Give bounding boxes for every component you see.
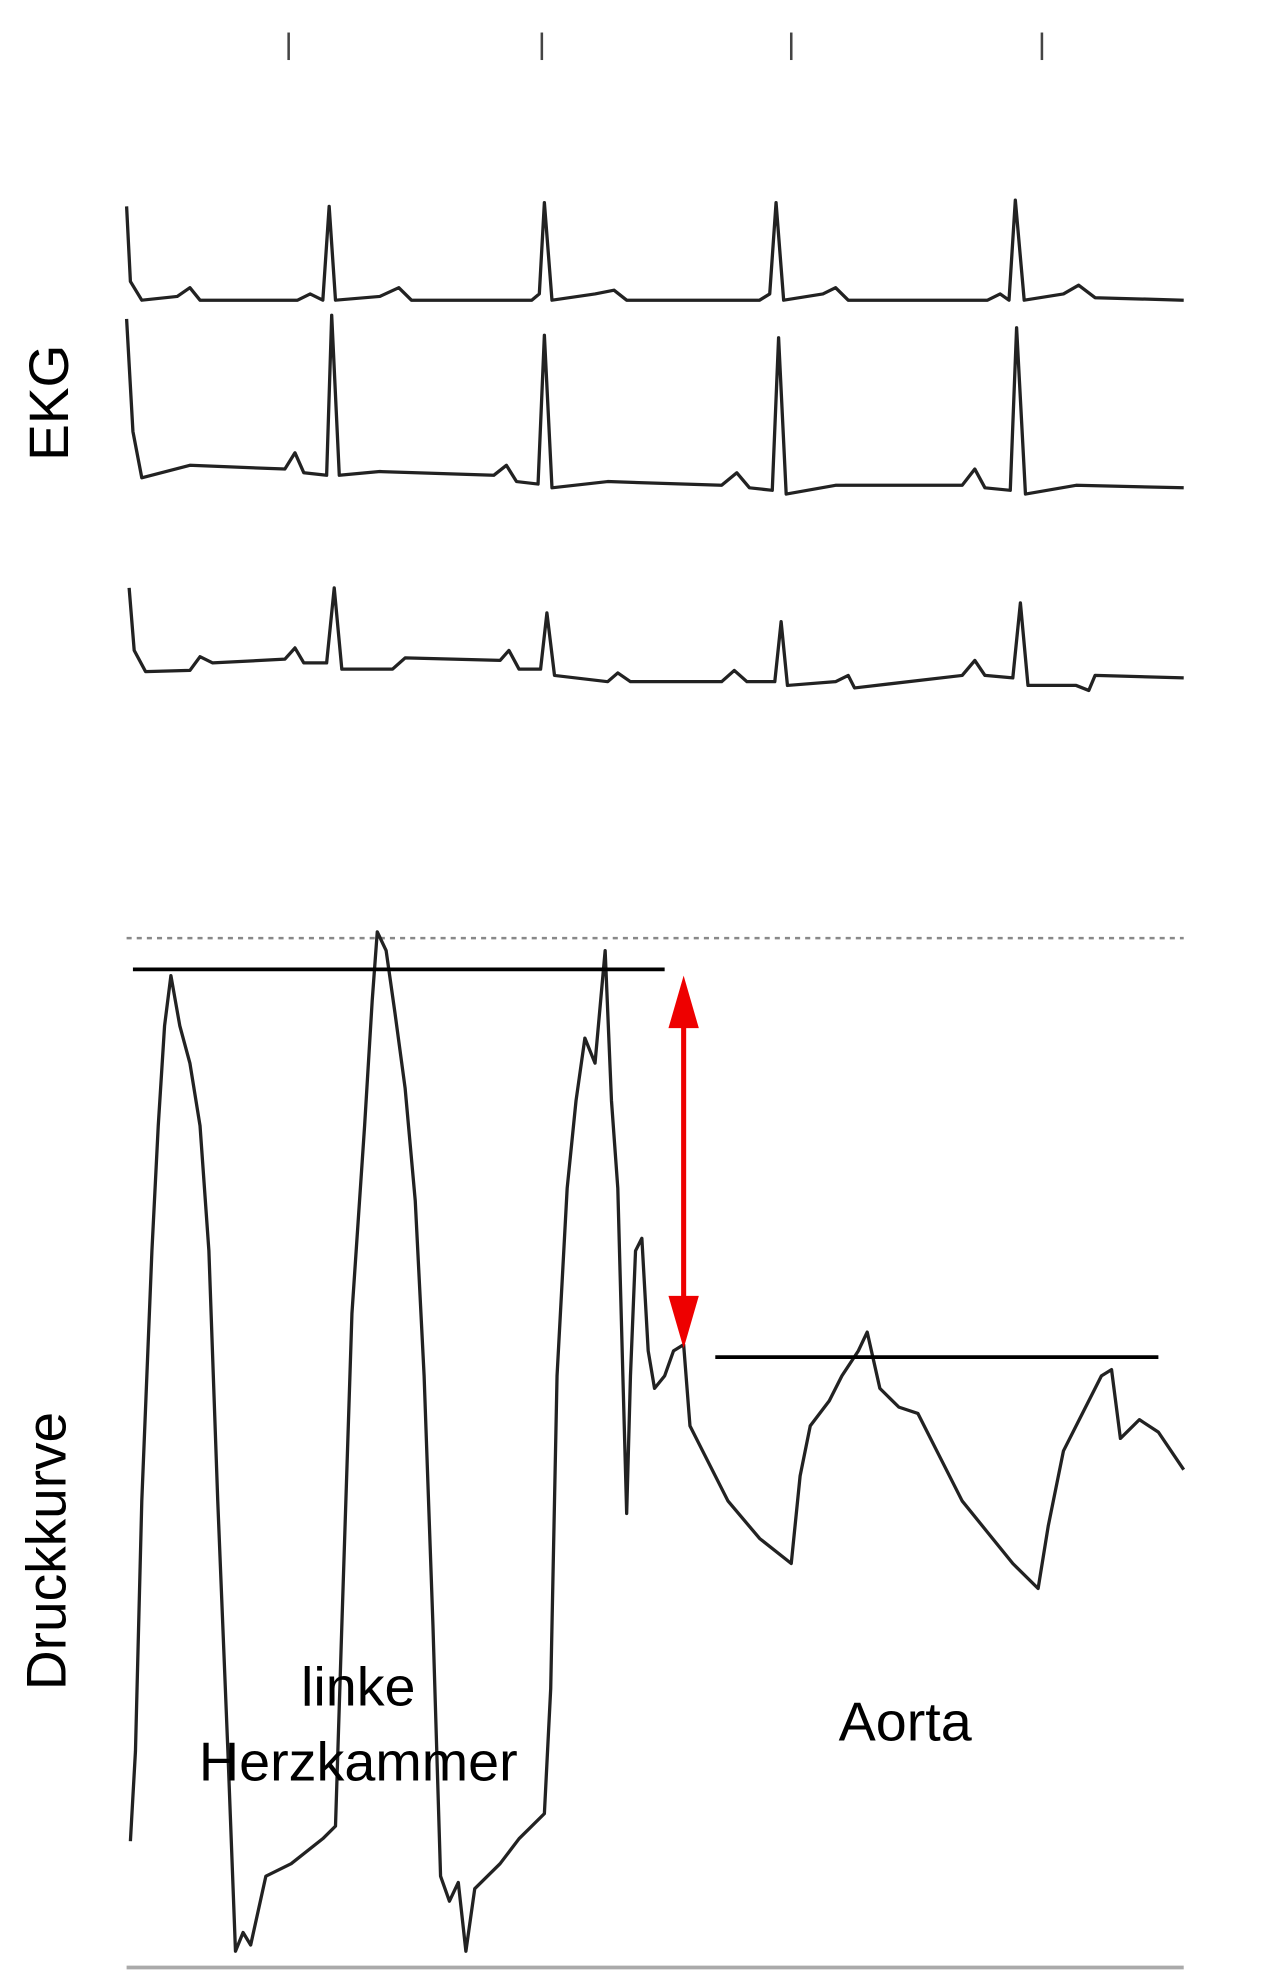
ekg-trace (124, 198, 1184, 302)
pressure-label: Druckkurve (15, 1412, 77, 1690)
ekg-trace (124, 313, 1184, 496)
arrow-head (668, 1295, 699, 1349)
pressure-gradient-arrow (668, 975, 699, 1349)
pressure-curve (128, 930, 1186, 1953)
ekg-label: EKG (18, 345, 80, 461)
ekg-trace (127, 586, 1184, 693)
time-marks (287, 32, 1044, 61)
arrow-head (668, 975, 699, 1029)
ventricle-label: linke (301, 1656, 416, 1718)
ventricle-label: Herzkammer (199, 1731, 518, 1793)
aorta-label: Aorta (839, 1691, 972, 1753)
